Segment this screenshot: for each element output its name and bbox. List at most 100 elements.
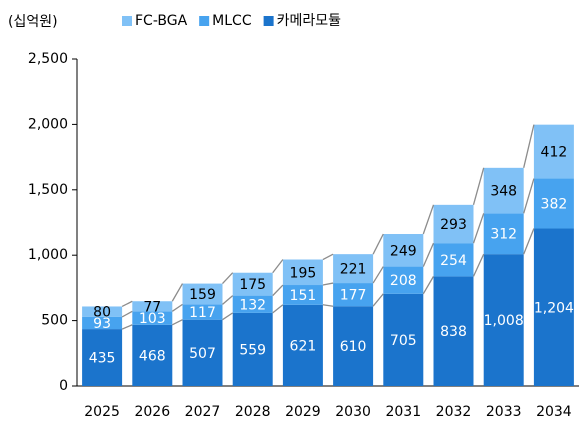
connector <box>372 233 384 255</box>
x-tick-label: 2034 <box>536 404 572 420</box>
connector <box>322 304 334 307</box>
bar-segment <box>433 204 474 244</box>
connector <box>272 304 284 314</box>
connector <box>121 300 133 308</box>
data-label: 293 <box>440 217 467 233</box>
connector <box>523 124 535 168</box>
bar-segment <box>282 259 323 286</box>
connector <box>222 312 234 321</box>
data-label: 559 <box>239 342 266 358</box>
connector <box>171 303 183 312</box>
legend-swatch <box>122 16 132 26</box>
bar-segment <box>132 311 173 325</box>
data-label: 1,008 <box>484 313 524 329</box>
data-label: 312 <box>490 227 517 243</box>
data-label: 80 <box>93 305 111 321</box>
bar-segment <box>182 283 223 305</box>
data-label: 159 <box>189 287 216 303</box>
connector <box>372 266 384 284</box>
connector <box>372 293 384 307</box>
x-tick-label: 2032 <box>436 404 472 420</box>
data-label: 705 <box>390 333 417 349</box>
connector <box>422 242 435 267</box>
legend-label: FC-BGA <box>135 13 188 29</box>
data-label: 151 <box>290 288 317 304</box>
y-tick-label: 1,000 <box>28 247 68 263</box>
data-label: 208 <box>390 273 417 289</box>
x-tick-label: 2031 <box>385 404 421 420</box>
connector <box>523 228 535 255</box>
bar-segment <box>232 295 273 313</box>
data-label: 93 <box>93 316 111 332</box>
bar-segment <box>82 306 123 317</box>
bar-segment <box>383 266 424 294</box>
data-label: 468 <box>139 348 166 364</box>
bar-segment <box>333 254 374 284</box>
connector <box>422 204 435 235</box>
connector <box>472 213 485 244</box>
bar-segment <box>333 306 374 386</box>
bar-segment <box>182 304 223 320</box>
y-tick-label: 2,500 <box>28 51 68 67</box>
x-tick-label: 2029 <box>285 404 321 420</box>
connector <box>222 272 234 285</box>
data-label: 412 <box>541 145 568 161</box>
bar-segment <box>132 301 173 312</box>
x-tick-label: 2027 <box>185 404 221 420</box>
bar-segment <box>282 285 323 305</box>
x-tick-label: 2030 <box>335 404 371 420</box>
data-label: 177 <box>340 288 367 304</box>
data-label: 1,204 <box>534 300 574 316</box>
data-label: 249 <box>390 243 417 259</box>
connector <box>121 310 133 318</box>
data-label: 348 <box>490 184 517 200</box>
data-label: 195 <box>290 265 317 281</box>
bar-segment <box>483 254 524 386</box>
bar-segment <box>483 213 524 255</box>
bar-segment <box>433 276 474 386</box>
data-label: 103 <box>139 311 166 327</box>
data-label: 382 <box>541 197 568 213</box>
bar-segment <box>533 124 574 179</box>
x-tick-label: 2026 <box>134 404 170 420</box>
bar-segment <box>533 178 574 229</box>
bar-segment <box>383 293 424 386</box>
bar-segment <box>132 324 173 386</box>
bar-segment <box>533 228 574 386</box>
legend-swatch <box>263 16 274 26</box>
data-label: 221 <box>340 262 367 278</box>
bar-segment <box>232 272 273 296</box>
x-tick-label: 2028 <box>235 404 271 420</box>
connector <box>272 259 284 274</box>
bar-segment <box>182 319 223 386</box>
connector <box>472 167 485 206</box>
bar-segment <box>232 312 273 386</box>
connector <box>472 253 485 277</box>
data-label: 435 <box>89 351 116 367</box>
connector <box>322 282 334 286</box>
y-tick-label: 1,500 <box>28 182 68 198</box>
bar-segment <box>82 329 123 386</box>
data-label: 117 <box>189 305 216 321</box>
bar-segment <box>483 167 524 214</box>
data-label: 610 <box>340 339 367 355</box>
connector <box>422 276 435 295</box>
connector <box>523 178 535 214</box>
bar-segment <box>82 316 123 330</box>
data-label: 77 <box>143 299 161 315</box>
bar-segment <box>433 243 474 277</box>
data-label: 175 <box>239 277 266 293</box>
connector <box>121 324 133 330</box>
bar-segment <box>282 304 323 386</box>
data-label: 132 <box>239 297 266 313</box>
bar-segment <box>383 234 424 267</box>
data-label: 621 <box>290 338 317 354</box>
x-tick-label: 2025 <box>84 404 120 420</box>
data-label: 838 <box>440 324 467 340</box>
connector <box>322 253 334 261</box>
legend-label: MLCC <box>212 13 252 29</box>
y-unit-label: (십억원) <box>8 14 58 30</box>
x-tick-label: 2033 <box>486 404 522 420</box>
connector <box>222 295 234 305</box>
